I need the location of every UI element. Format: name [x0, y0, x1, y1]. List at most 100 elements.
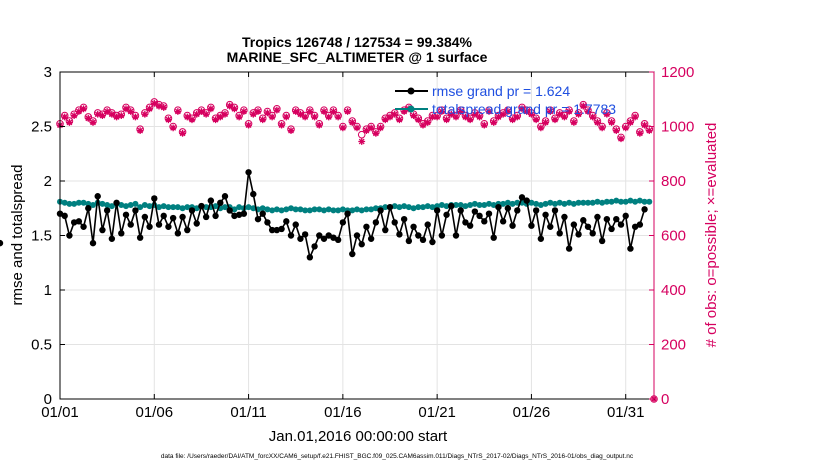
legend-entry-spread: totalspread grand pr = 1.7783: [432, 101, 616, 117]
obs-evaluated-point: [127, 108, 135, 115]
rmse-point: [499, 218, 507, 225]
spread-point: [330, 207, 337, 214]
obs-evaluated-point: [570, 119, 578, 126]
rmse-point: [448, 202, 455, 210]
spread-point: [292, 206, 299, 213]
obs-evaluated-point: [108, 110, 116, 118]
y2-tick-label: 200: [661, 337, 686, 354]
rmse-point: [528, 222, 535, 229]
rmse-point: [537, 235, 545, 242]
obs-evaluated-point: [612, 127, 620, 134]
rmse-point: [75, 218, 83, 225]
spread-point: [443, 203, 450, 210]
obs-evaluated-point: [240, 108, 248, 115]
obs-evaluated-point: [513, 113, 521, 121]
obs-evaluated-point: [325, 113, 333, 121]
rmse-point: [443, 211, 450, 218]
obs-evaluated-point: [584, 108, 592, 115]
rmse-point: [433, 207, 441, 214]
rmse-point: [580, 217, 587, 224]
spread-point: [245, 204, 252, 211]
spread-point: [137, 204, 144, 211]
spread-point: [269, 207, 276, 214]
spread-point: [575, 199, 582, 206]
spread-point: [358, 207, 365, 214]
obs-evaluated-point: [627, 119, 634, 126]
rmse-point: [0, 239, 4, 247]
spread-point: [123, 203, 129, 210]
data-file-footer: data file: /Users/raeder/DAI/ATM_forcXX/…: [161, 453, 634, 460]
chart-title: Tropics 126748 / 127534 = 99.384%: [242, 34, 473, 50]
rmse-point: [490, 234, 497, 241]
spread-point: [566, 199, 573, 206]
obs-evaluated-point: [193, 110, 201, 118]
obs-evaluated-point: [198, 108, 205, 115]
y-axis-right-label: # of obs: o=possible; ×=evaluated: [703, 123, 720, 348]
obs-evaluated-point: [414, 116, 422, 124]
y-tick-label: 3: [44, 64, 52, 81]
rmse-point: [547, 223, 554, 230]
rmse-point: [377, 207, 384, 214]
spread-point: [61, 199, 68, 206]
spread-point: [174, 204, 181, 211]
rmse-point: [452, 232, 460, 239]
rmse-point: [66, 232, 73, 239]
rmse-point: [254, 215, 262, 223]
obs-evaluated-point: [320, 108, 328, 115]
spread-point: [99, 200, 106, 207]
spread-point: [283, 206, 290, 213]
obs-evaluated-point: [330, 108, 337, 115]
obs-evaluated-point: [113, 113, 120, 121]
rmse-point: [207, 197, 215, 204]
spread-point: [594, 198, 601, 205]
rmse-point: [353, 232, 361, 239]
obs-evaluated-point: [542, 119, 549, 126]
legend-marker-rmse: [407, 87, 415, 95]
obs-evaluated-point: [84, 114, 92, 122]
spread-point: [603, 198, 610, 205]
rmse-point: [99, 226, 106, 234]
obs-evaluated-point: [235, 113, 243, 121]
obs-evaluated-point: [160, 104, 168, 111]
rmse-point: [61, 212, 68, 220]
rmse-point: [344, 210, 351, 217]
spread-point: [75, 199, 82, 206]
obs-evaluated-point: [245, 121, 252, 129]
obs-evaluated-point: [306, 108, 314, 115]
rmse-point: [94, 193, 101, 200]
obs-evaluated-point: [169, 124, 177, 132]
spread-point: [415, 204, 422, 211]
rmse-point: [278, 225, 285, 233]
spread-point: [354, 206, 360, 213]
obs-evaluated-point: [89, 119, 97, 126]
rmse-point: [363, 223, 370, 230]
obs-evaluated-point: [146, 105, 153, 113]
spread-point: [438, 201, 445, 208]
spread-point: [363, 206, 370, 213]
rmse-point: [603, 215, 611, 223]
y-tick-label: 0.5: [31, 337, 52, 354]
rmse-point: [424, 221, 431, 228]
spread-point: [316, 206, 323, 213]
spread-point: [118, 201, 125, 208]
rmse-point: [184, 226, 191, 234]
obs-evaluated-point: [287, 127, 295, 134]
obs-evaluated-point: [297, 110, 304, 118]
obs-evaluated-point: [424, 119, 432, 126]
obs-evaluated-point: [579, 102, 587, 110]
rmse-point: [132, 207, 139, 214]
spread-point: [471, 200, 478, 207]
obs-evaluated-point: [136, 127, 144, 134]
rmse-point: [165, 223, 172, 230]
rmse-point: [636, 221, 644, 228]
rmse-point: [122, 211, 130, 218]
series-rmse: [0, 169, 648, 261]
obs-evaluated-point: [391, 110, 399, 118]
spread-point: [556, 199, 563, 206]
rmse-point: [240, 210, 248, 217]
spread-point: [302, 207, 309, 214]
rmse-point: [349, 250, 356, 258]
obs-evaluated-point: [99, 112, 106, 119]
obs-evaluated-point: [528, 110, 535, 118]
